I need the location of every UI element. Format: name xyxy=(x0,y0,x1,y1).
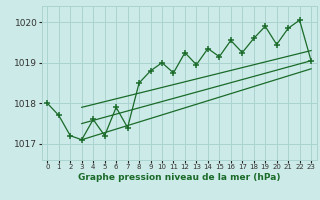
X-axis label: Graphe pression niveau de la mer (hPa): Graphe pression niveau de la mer (hPa) xyxy=(78,173,280,182)
